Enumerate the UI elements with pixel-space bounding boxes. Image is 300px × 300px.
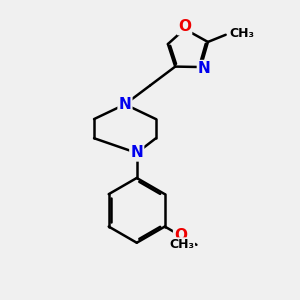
Text: N: N [198,61,211,76]
Text: N: N [130,146,143,160]
Text: CH₃: CH₃ [169,238,194,251]
Text: O: O [174,228,187,243]
Text: N: N [118,97,131,112]
Text: CH₃: CH₃ [229,27,254,40]
Text: O: O [178,19,191,34]
